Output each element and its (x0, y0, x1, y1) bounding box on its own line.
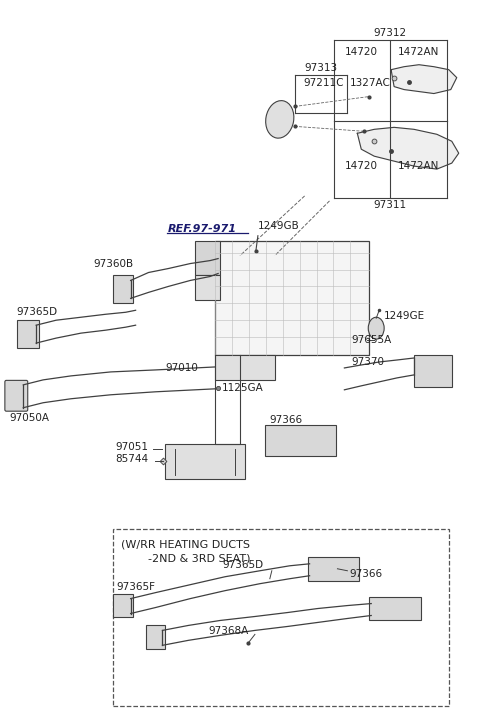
Bar (195, 276, 220, 300)
Bar (308, 557, 360, 581)
Text: 14720: 14720 (345, 161, 378, 171)
Text: 14720: 14720 (345, 47, 378, 57)
Text: 97010: 97010 (166, 363, 198, 373)
Bar (113, 529, 449, 706)
Bar (113, 276, 132, 304)
Bar (414, 355, 452, 387)
Text: -2ND & 3RD SEAT): -2ND & 3RD SEAT) (147, 554, 250, 563)
Polygon shape (357, 127, 459, 169)
Text: 97051: 97051 (116, 442, 149, 453)
Polygon shape (391, 64, 457, 94)
Text: 1472AN: 1472AN (398, 161, 440, 171)
Bar (265, 425, 336, 456)
Bar (369, 596, 421, 621)
FancyBboxPatch shape (5, 380, 28, 411)
Text: 97366: 97366 (349, 569, 383, 579)
Text: 1125GA: 1125GA (222, 383, 264, 393)
Text: 1472AN: 1472AN (398, 47, 440, 57)
Ellipse shape (368, 317, 384, 339)
Text: 97368A: 97368A (208, 626, 249, 637)
Text: 97365F: 97365F (117, 581, 156, 591)
Text: 1249GB: 1249GB (258, 221, 300, 231)
Bar (166, 445, 245, 479)
Text: 97365D: 97365D (16, 307, 58, 317)
Text: 97311: 97311 (373, 200, 407, 210)
Ellipse shape (265, 101, 294, 138)
Text: 97366: 97366 (270, 415, 303, 425)
Text: 97365D: 97365D (222, 560, 263, 570)
Text: 97211C: 97211C (304, 77, 344, 87)
Bar (17, 320, 39, 348)
Bar (215, 355, 275, 380)
Text: 97050A: 97050A (9, 412, 49, 422)
Bar (145, 626, 166, 649)
Bar (113, 594, 132, 617)
Text: 85744: 85744 (116, 455, 149, 465)
Text: 97370: 97370 (351, 357, 384, 367)
Bar (195, 241, 220, 276)
Bar (215, 241, 369, 355)
Text: 1327AC: 1327AC (349, 77, 390, 87)
Text: 97360B: 97360B (94, 258, 134, 268)
Text: 97655A: 97655A (351, 335, 392, 345)
Text: 97313: 97313 (304, 63, 337, 73)
Text: (W/RR HEATING DUCTS: (W/RR HEATING DUCTS (120, 540, 250, 550)
Text: 1249GE: 1249GE (384, 311, 425, 321)
Text: REF.97-971: REF.97-971 (168, 224, 237, 233)
Text: 97312: 97312 (373, 28, 407, 38)
